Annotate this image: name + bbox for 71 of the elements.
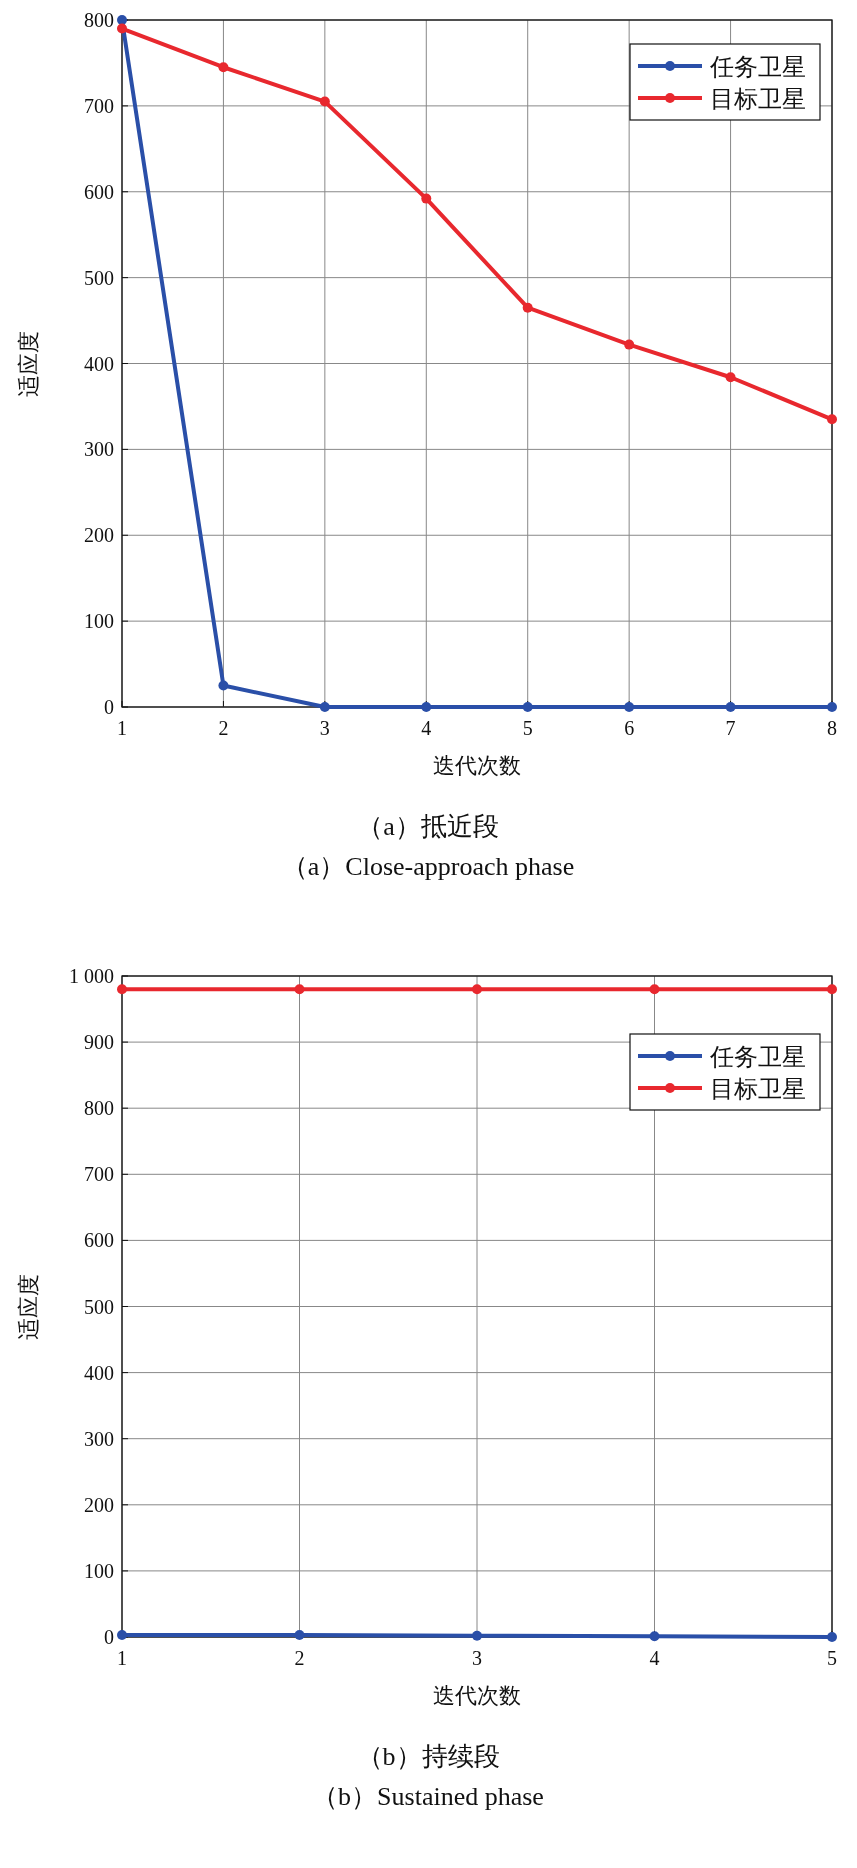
x-tick-label: 4 — [421, 717, 432, 739]
y-tick-label: 100 — [84, 1559, 114, 1582]
y-tick-label: 0 — [104, 696, 114, 718]
point — [218, 680, 229, 691]
y-tick-label: 400 — [84, 1361, 114, 1384]
text: （a）抵近段 — [357, 812, 499, 841]
y-tick-label: 600 — [84, 1229, 114, 1252]
y-tick-label: 700 — [84, 1163, 114, 1186]
point — [421, 193, 432, 204]
text: （b）持续段 — [356, 1742, 500, 1771]
y-tick-label: 500 — [84, 1295, 114, 1318]
y-tick-label: 300 — [84, 438, 114, 461]
x-tick-label: 1 — [117, 1647, 127, 1669]
y-tick-label: 800 — [84, 9, 114, 31]
y-tick-label: 800 — [84, 1097, 114, 1120]
point — [522, 702, 533, 712]
point — [624, 339, 635, 350]
point — [218, 62, 229, 73]
y-tick-label: 400 — [84, 352, 114, 375]
y-tick-label: 200 — [84, 524, 114, 547]
x-tick-label: 1 — [117, 717, 127, 739]
point — [319, 96, 330, 107]
point — [421, 702, 432, 712]
y-tick-label: 700 — [84, 94, 114, 117]
x-tick-label: 5 — [522, 717, 533, 739]
y-tick-label: 500 — [84, 266, 114, 289]
legend-label: 任务卫星 — [709, 54, 806, 80]
text: （a）Close-approach phase — [281, 852, 575, 881]
point — [294, 984, 305, 995]
x-tick-label: 7 — [725, 717, 736, 739]
point — [294, 1630, 305, 1641]
point — [472, 984, 482, 995]
x-tick-label: 2 — [218, 717, 229, 739]
x-tick-label: 3 — [472, 1647, 482, 1669]
x-tick-label: 2 — [294, 1647, 305, 1669]
x-axis-title: 迭代次数 — [433, 1683, 521, 1708]
point — [725, 702, 736, 712]
point — [827, 984, 837, 995]
legend-label: 目标卫星 — [710, 86, 806, 112]
x-tick-label: 5 — [827, 1647, 837, 1669]
point — [827, 414, 837, 425]
point — [624, 702, 635, 712]
legend-label: 目标卫星 — [710, 1076, 806, 1102]
point — [649, 984, 660, 995]
y-tick-label: 100 — [84, 610, 114, 633]
y-tick-label: 300 — [84, 1427, 114, 1450]
point — [117, 1630, 127, 1641]
x-tick-label: 3 — [319, 717, 330, 739]
text: （b）Sustained phase — [312, 1782, 544, 1811]
point — [319, 702, 330, 712]
point — [117, 15, 127, 25]
y-tick-label: 1 000 — [69, 965, 114, 987]
point — [827, 1632, 837, 1642]
y-tick-label: 200 — [84, 1493, 114, 1516]
legend-label: 任务卫星 — [709, 1044, 806, 1070]
y-axis-title: 适应度 — [16, 1273, 41, 1340]
point — [725, 372, 736, 383]
y-tick-label: 600 — [84, 180, 114, 203]
x-tick-label: 8 — [827, 717, 837, 739]
point — [827, 702, 837, 712]
x-tick-label: 4 — [649, 1647, 660, 1669]
y-tick-label: 900 — [84, 1031, 114, 1054]
y-tick-label: 0 — [104, 1626, 114, 1648]
x-tick-label: 6 — [624, 717, 635, 739]
point — [472, 1630, 482, 1641]
point — [117, 984, 127, 995]
point — [522, 302, 533, 313]
point — [649, 1631, 660, 1642]
x-axis-title: 迭代次数 — [433, 753, 521, 778]
point — [117, 23, 127, 34]
y-axis-title: 适应度 — [16, 330, 41, 397]
